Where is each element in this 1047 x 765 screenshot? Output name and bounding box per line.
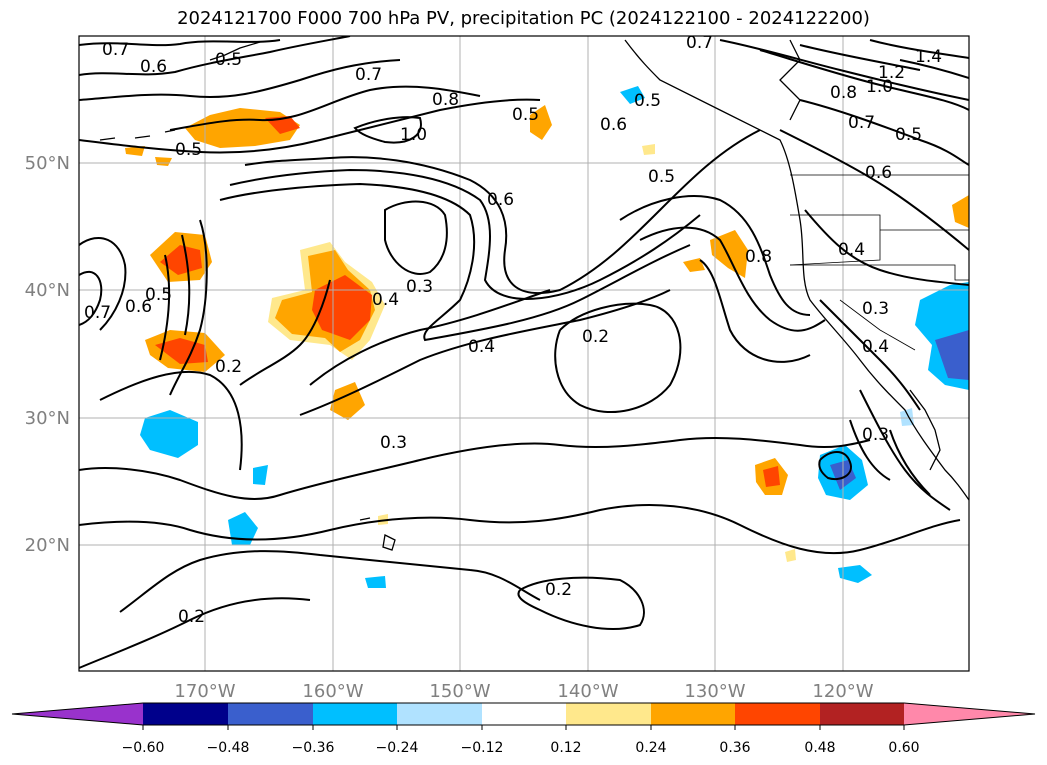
colorbar-extend-max — [904, 703, 1035, 725]
contour-label: 0.4 — [372, 290, 399, 310]
contour-label: 0.6 — [487, 190, 514, 210]
colorbar-tick: −0.60 — [122, 740, 165, 756]
contour-label: 1.0 — [866, 77, 893, 97]
colorbar-tick: −0.48 — [207, 740, 250, 756]
colorbar-tick: 0.48 — [804, 740, 835, 756]
lon-label: 120°W — [812, 681, 873, 702]
contour-label: 0.2 — [215, 357, 242, 377]
contour-label: 0.5 — [175, 140, 202, 160]
contour-labels: 0.7 0.6 0.5 0.7 0.8 1.0 0.5 0.5 0.7 1.4 … — [84, 33, 942, 627]
lon-label: 150°W — [429, 681, 490, 702]
lat-label: 50°N — [25, 153, 70, 174]
contour-label: 0.7 — [102, 40, 129, 60]
lat-label: 30°N — [25, 408, 70, 429]
chart-title: 2024121700 F000 700 hPa PV, precipitatio… — [177, 8, 870, 29]
contour-label: 0.7 — [686, 33, 713, 53]
colorbar: −0.60 −0.48 −0.36 −0.24 −0.12 0.12 0.24 … — [11, 702, 1036, 756]
colorbar-tick: −0.24 — [376, 740, 419, 756]
contour-label: 0.5 — [512, 105, 539, 125]
contour-label: 1.4 — [915, 47, 942, 67]
contour-label: 0.7 — [848, 113, 875, 133]
map-frame — [78, 35, 970, 672]
precip-negative-shading — [140, 86, 969, 588]
contour-label: 0.8 — [830, 83, 857, 103]
lon-label: 170°W — [174, 681, 235, 702]
colorbar-swatch — [397, 703, 482, 725]
contour-label: 0.5 — [215, 50, 242, 70]
contour-label: 0.3 — [862, 299, 889, 319]
colorbar-swatch — [313, 703, 397, 725]
colorbar-tick: −0.12 — [461, 740, 504, 756]
contour-label: 0.3 — [406, 277, 433, 297]
lon-label: 160°W — [302, 681, 363, 702]
contour-label: 0.6 — [140, 57, 167, 77]
contour-label: 0.5 — [145, 285, 172, 305]
contour-label: 0.3 — [380, 433, 407, 453]
colorbar-swatch — [143, 703, 228, 725]
contour-label: 0.2 — [582, 327, 609, 347]
contour-label: 0.8 — [432, 90, 459, 110]
contour-label: 0.8 — [745, 247, 772, 267]
state-borders — [789, 174, 969, 351]
contour-label: 0.3 — [862, 425, 889, 445]
contour-label: 0.4 — [468, 337, 495, 357]
lon-label: 140°W — [557, 681, 618, 702]
colorbar-tick: −0.36 — [292, 740, 335, 756]
contour-label: 1.2 — [878, 63, 905, 83]
contour-label: 0.4 — [862, 337, 889, 357]
contour-label: 0.6 — [600, 115, 627, 135]
colorbar-extend-min — [12, 703, 143, 725]
contour-label: 0.6 — [125, 297, 152, 317]
lat-label: 40°N — [25, 280, 70, 301]
colorbar-tick: 0.24 — [635, 740, 666, 756]
map-gridlines — [79, 36, 969, 671]
map-plot-area — [79, 36, 969, 671]
contour-label: 0.2 — [545, 580, 572, 600]
pv-contours — [79, 36, 969, 669]
colorbar-swatch — [228, 703, 313, 725]
contour-label: 0.7 — [355, 65, 382, 85]
contour-label: 0.5 — [895, 125, 922, 145]
contour-label: 0.4 — [838, 240, 865, 260]
contour-label: 0.2 — [178, 607, 205, 627]
colorbar-swatch — [482, 703, 566, 725]
contour-label: 1.0 — [400, 125, 427, 145]
contour-label: 0.5 — [634, 91, 661, 111]
latitude-labels: 50°N 40°N 30°N 20°N — [25, 153, 70, 556]
lat-label: 20°N — [25, 535, 70, 556]
colorbar-tick: 0.60 — [888, 740, 919, 756]
colorbar-swatch — [735, 703, 820, 725]
contour-label: 0.5 — [648, 167, 675, 187]
colorbar-tick: 0.36 — [719, 740, 750, 756]
colorbar-tick: 0.12 — [550, 740, 581, 756]
lon-label: 130°W — [684, 681, 745, 702]
longitude-labels: 170°W 160°W 150°W 140°W 130°W 120°W — [174, 681, 873, 702]
colorbar-swatch — [566, 703, 651, 725]
colorbar-swatch — [820, 703, 904, 725]
colorbar-swatch — [651, 703, 735, 725]
contour-label: 0.7 — [84, 303, 111, 323]
coastlines — [99, 39, 969, 551]
contour-label: 0.6 — [865, 163, 892, 183]
